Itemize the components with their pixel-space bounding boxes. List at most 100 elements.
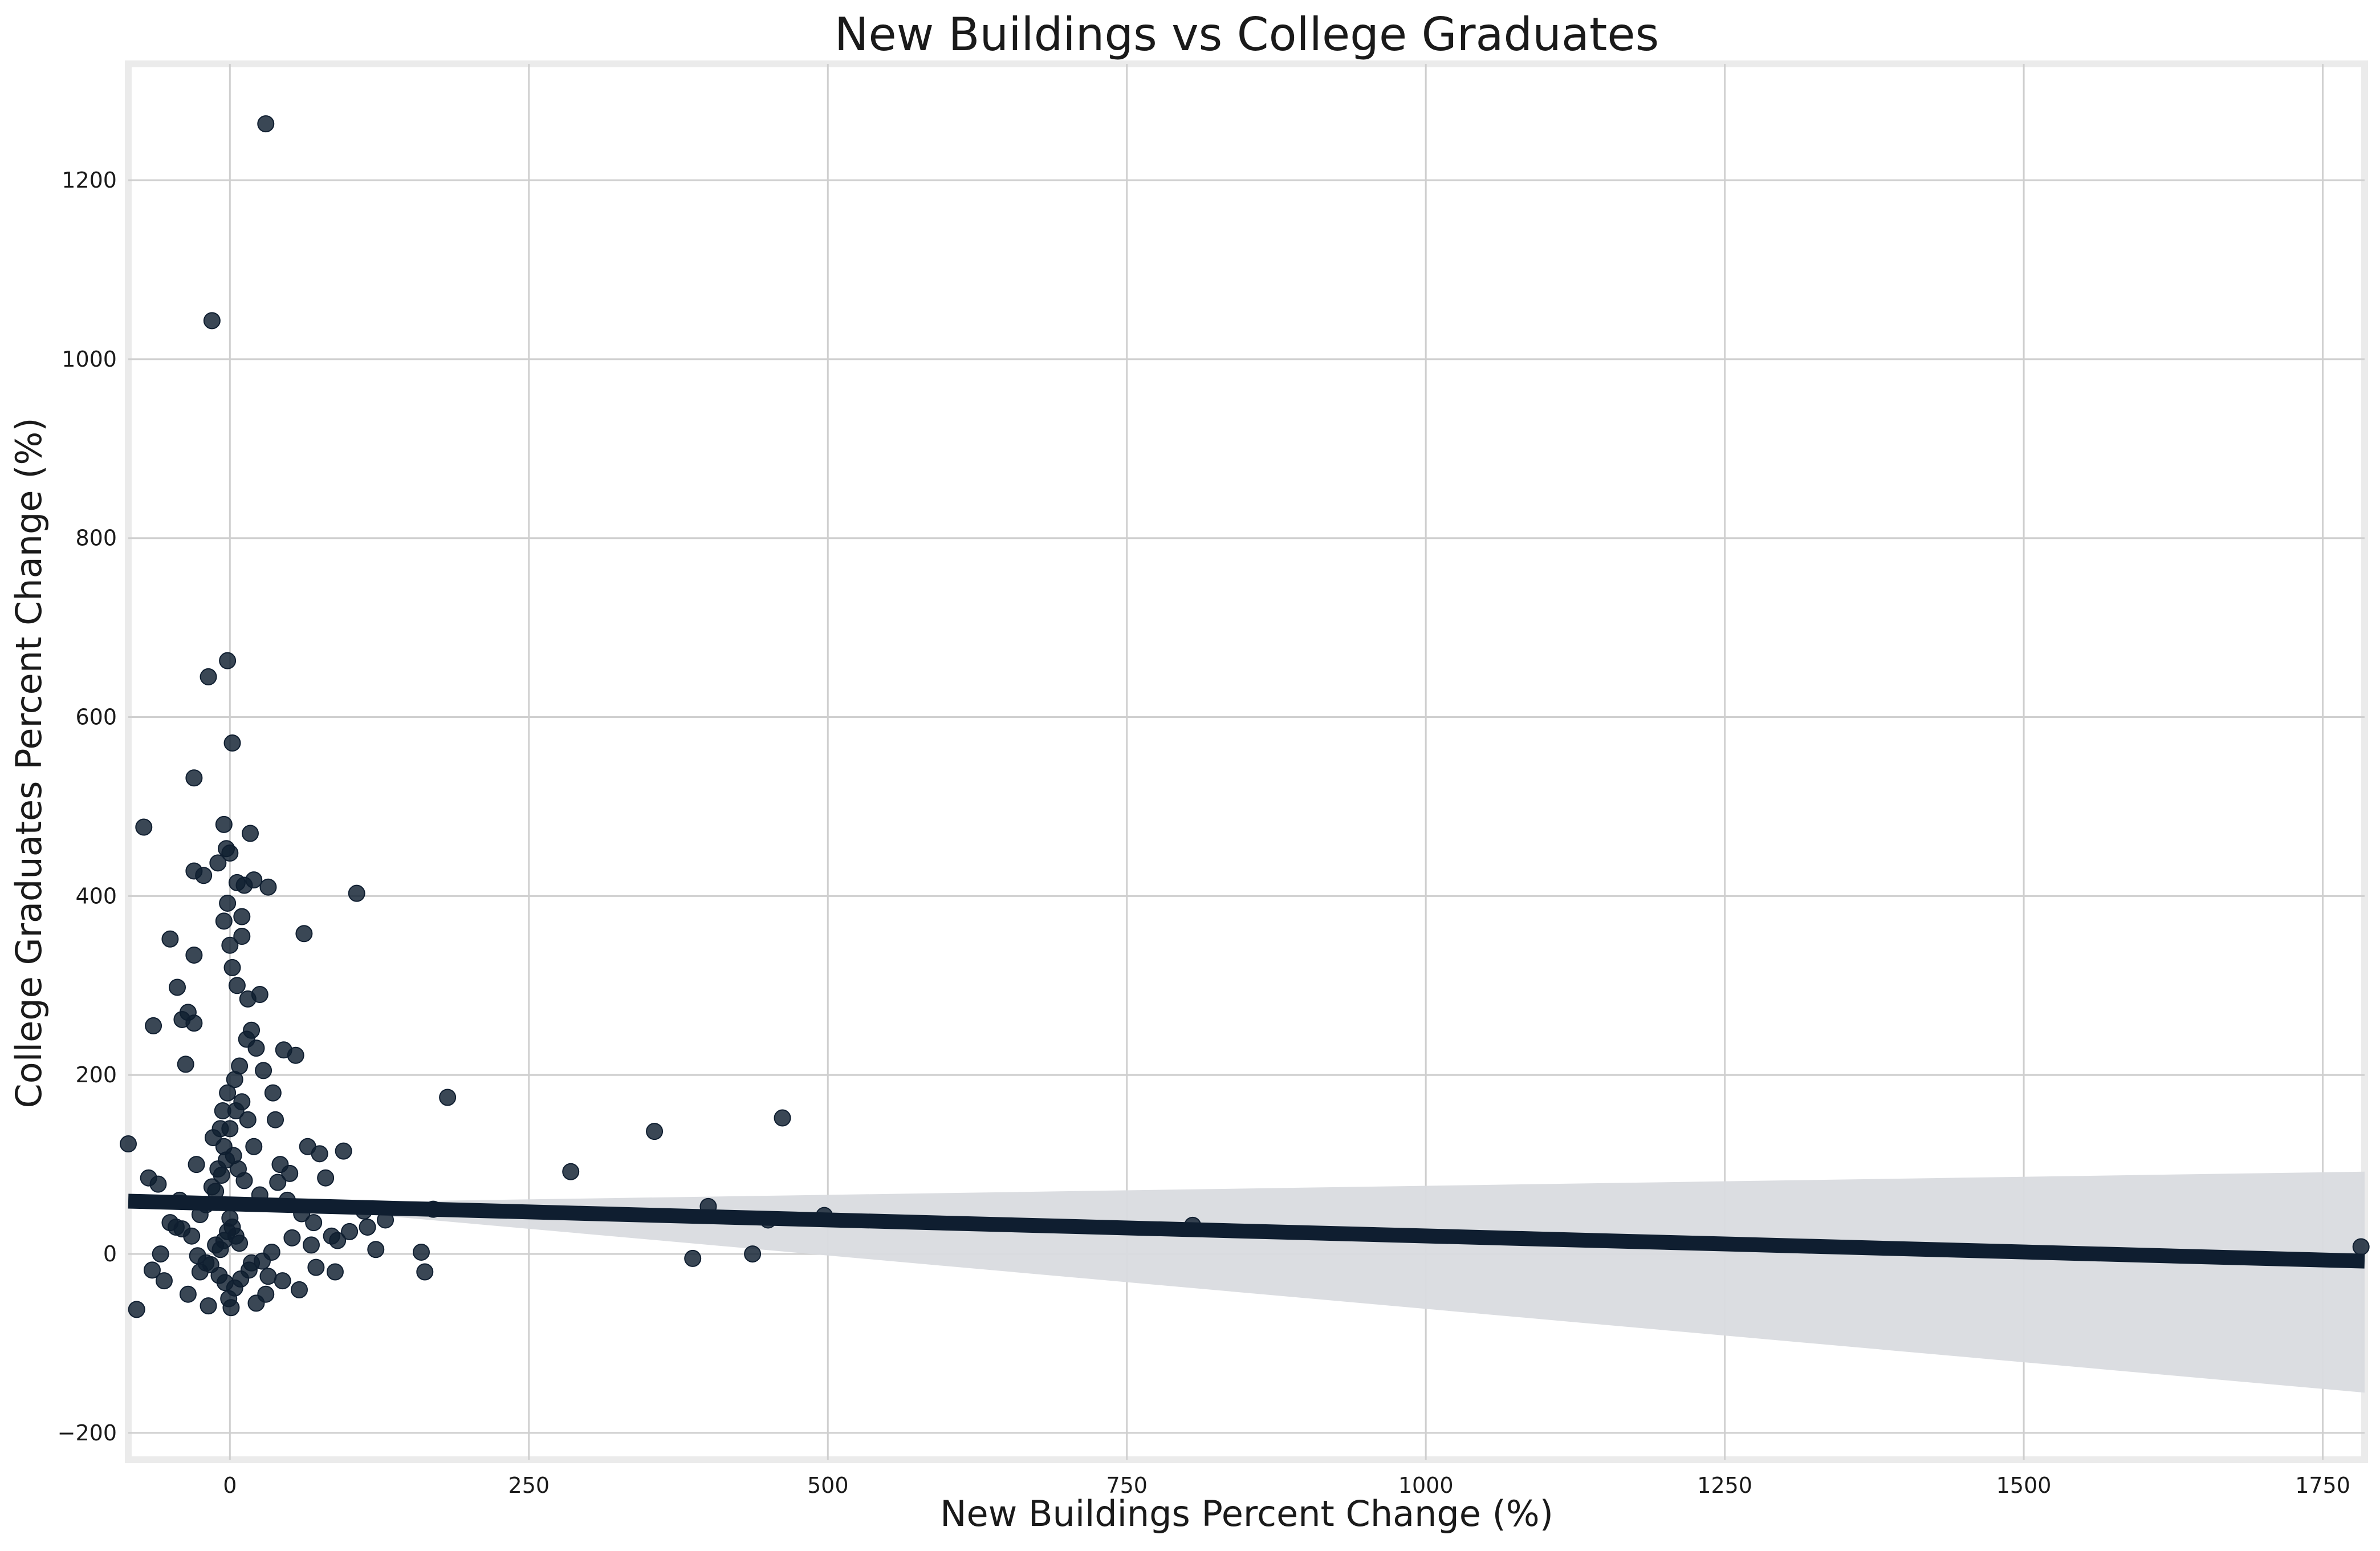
data-point (264, 1084, 282, 1102)
x-tick-label: 750 (1106, 1473, 1148, 1498)
data-point (412, 1243, 430, 1261)
x-tick-label: 1250 (1697, 1473, 1752, 1498)
data-point (215, 815, 233, 833)
data-point (185, 1014, 203, 1032)
y-tick-label: 400 (75, 883, 117, 908)
data-point (200, 668, 217, 685)
data-point (233, 1093, 251, 1111)
data-point (177, 1055, 194, 1073)
data-point (213, 1166, 230, 1184)
data-point (269, 1174, 287, 1191)
y-tick-label: 1000 (62, 347, 117, 372)
data-point (211, 1241, 229, 1258)
x-tick-label: 1000 (1398, 1473, 1454, 1498)
data-point (161, 930, 179, 948)
data-point (238, 1030, 255, 1048)
data-point (219, 652, 237, 669)
data-point (283, 1229, 301, 1247)
data-point (646, 1123, 664, 1140)
data-point (235, 876, 253, 894)
data-point (218, 1151, 235, 1169)
data-point (684, 1249, 702, 1267)
x-axis-label: New Buildings Percent Change (%) (940, 1493, 1553, 1534)
data-point (200, 1297, 217, 1315)
data-point (744, 1245, 762, 1263)
data-point (2352, 1238, 2370, 1256)
data-point (263, 1243, 280, 1261)
data-point (128, 1301, 145, 1318)
x-tick-label: 250 (508, 1473, 550, 1498)
data-point (221, 844, 239, 862)
data-point (241, 825, 259, 842)
data-point (155, 1272, 173, 1290)
data-point (271, 1156, 289, 1174)
data-point (259, 878, 277, 896)
regression-line (128, 1193, 2365, 1269)
data-point (317, 1169, 335, 1187)
x-tick-label: 500 (807, 1473, 849, 1498)
y-tick-label: 800 (75, 526, 117, 551)
data-point (215, 912, 233, 930)
data-point (233, 928, 251, 945)
data-point (226, 1071, 243, 1089)
data-point (348, 884, 365, 902)
data-point (152, 1245, 169, 1263)
y-tick-label: −200 (58, 1420, 117, 1446)
data-point (239, 1111, 257, 1128)
data-point (259, 1268, 277, 1285)
confidence-band-layer (128, 1171, 2365, 1393)
data-point (307, 1258, 325, 1276)
y-tick-label: 0 (103, 1241, 117, 1266)
data-point (335, 1142, 352, 1160)
data-point (326, 1263, 344, 1281)
regression-line-layer (128, 1193, 2365, 1269)
data-point (135, 818, 153, 836)
data-point (233, 908, 251, 925)
data-point (189, 1247, 206, 1265)
chart-title: New Buildings vs College Graduates (835, 8, 1659, 61)
x-tick-label: 1750 (2295, 1473, 2350, 1498)
data-point (223, 734, 241, 752)
data-point (305, 1214, 323, 1232)
data-point (239, 990, 257, 1008)
x-tick-label: 1500 (1996, 1473, 2052, 1498)
data-point (120, 1135, 137, 1153)
data-point (274, 1272, 291, 1290)
data-point (195, 867, 213, 884)
data-point (223, 959, 241, 976)
data-point (179, 1285, 197, 1303)
y-tick-label: 200 (75, 1062, 117, 1087)
data-point (235, 1172, 253, 1189)
data-point (143, 1261, 161, 1279)
data-point (341, 1223, 359, 1240)
data-point (267, 1111, 284, 1128)
data-point (359, 1219, 376, 1236)
data-point (173, 1220, 191, 1238)
data-point (367, 1241, 385, 1258)
data-point (290, 1281, 308, 1298)
data-point (240, 1261, 258, 1279)
data-point (416, 1263, 434, 1281)
data-point (311, 1145, 328, 1163)
data-point (169, 978, 186, 996)
data-point (255, 1062, 272, 1079)
y-axis-label: College Graduates Percent Change (%) (8, 417, 50, 1108)
data-point (287, 1046, 304, 1064)
data-point (202, 1256, 219, 1273)
x-tick-label: 0 (223, 1473, 237, 1498)
y-tick-label: 1200 (62, 168, 117, 193)
data-point (185, 946, 203, 964)
data-point (228, 977, 246, 994)
scatter-points (120, 115, 2370, 1318)
data-point (145, 1017, 162, 1034)
data-point (774, 1109, 791, 1127)
data-point (219, 1084, 237, 1102)
data-point (203, 312, 221, 330)
data-point (247, 1294, 265, 1312)
data-point (439, 1089, 457, 1106)
data-point (257, 115, 275, 133)
data-point (231, 1235, 249, 1252)
data-point (295, 925, 313, 943)
